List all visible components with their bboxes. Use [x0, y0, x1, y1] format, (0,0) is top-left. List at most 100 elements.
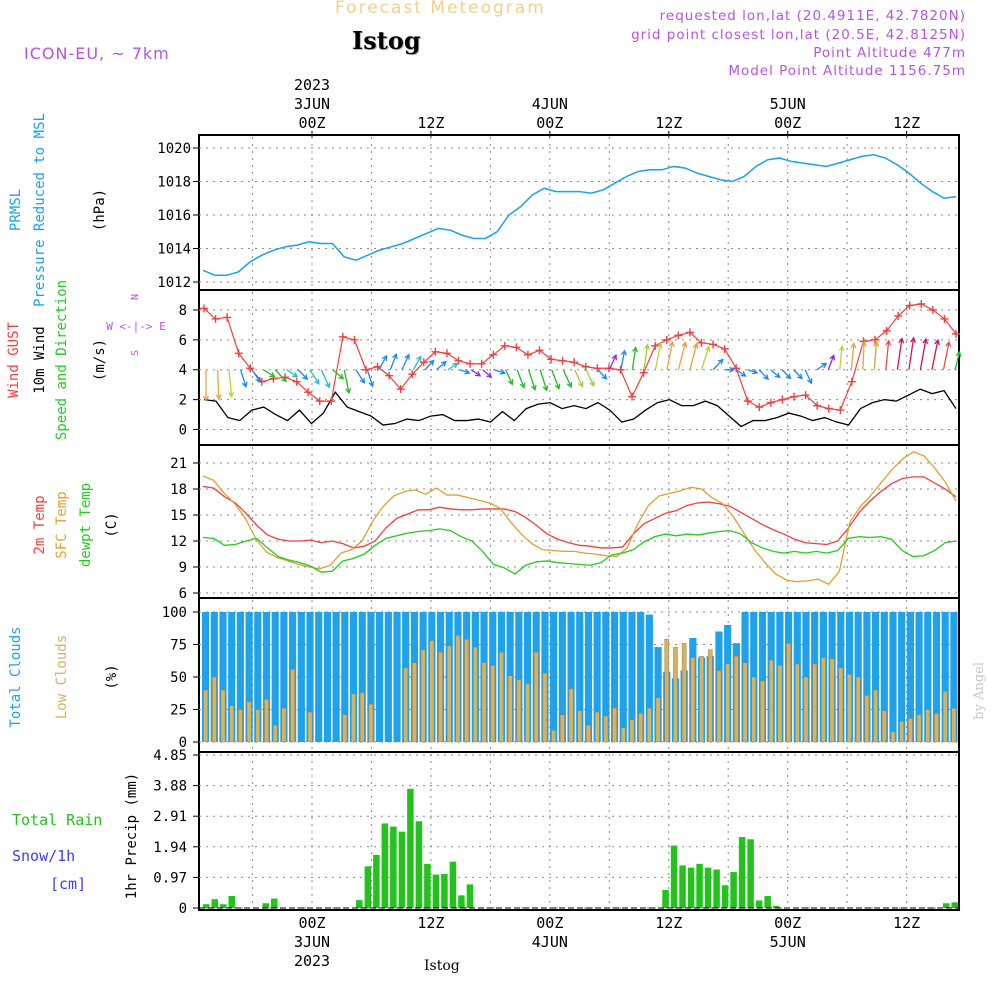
gust-marker: [628, 392, 637, 401]
total-cloud-bar: [558, 612, 566, 742]
low-cloud-bar: [212, 676, 217, 743]
low-cloud-bar: [760, 680, 765, 743]
ytick-label: 25: [170, 703, 187, 719]
wind-arrow-head: [530, 384, 537, 392]
bottom-time-label: 12Z: [417, 914, 444, 932]
ytick-label: 2.91: [153, 809, 187, 825]
wind-arrow-head: [368, 381, 375, 388]
wind-arrow: [816, 362, 828, 371]
wind-arrow-shaft: [389, 354, 397, 370]
low-cloud-bar: [881, 710, 887, 743]
gust-marker: [639, 368, 648, 377]
wind-arrow: [838, 344, 845, 370]
low-cloud-bar: [351, 693, 356, 743]
gust-marker: [847, 377, 856, 386]
wind-arrow-head: [821, 362, 828, 369]
total-cloud-bar: [332, 612, 340, 742]
rain-bar: [747, 839, 754, 908]
wind-arrow-head: [475, 371, 482, 377]
rain-bar: [696, 863, 703, 908]
wind-arrow: [931, 338, 940, 370]
total-cloud-bar: [593, 612, 601, 742]
gust-marker: [350, 335, 359, 344]
wind-arrow: [620, 349, 627, 370]
wind-arrow-head: [486, 372, 493, 379]
low-cloud-bar: [403, 667, 409, 743]
top-time-label: 00Z: [774, 114, 801, 132]
wind-arrow-shaft: [793, 369, 803, 379]
wind-arrow: [631, 346, 638, 370]
wind-arrow-head: [464, 368, 471, 375]
wind-arrow: [735, 369, 747, 377]
rain-bar: [951, 902, 958, 908]
wind-arrow-head: [692, 342, 699, 349]
wind-arrow: [332, 369, 345, 380]
total-cloud-bar: [645, 614, 653, 742]
wind-arrow-shaft: [516, 369, 525, 388]
dewpt-line: [202, 528, 957, 575]
compass-s: S: [130, 350, 141, 356]
wind-arrow-head: [785, 373, 792, 380]
wind-arrow-head: [774, 372, 781, 379]
wind-arrow-head: [922, 337, 929, 345]
gust-marker: [801, 391, 810, 400]
wind-arrow: [608, 354, 617, 371]
low-cloud-bar: [290, 669, 295, 743]
total-cloud-bar: [567, 612, 575, 742]
rain-bar: [449, 861, 457, 908]
wind-arrow-shaft: [436, 361, 447, 371]
wind-arrow-head: [203, 395, 209, 402]
gust-marker: [361, 365, 370, 374]
low-cloud-bar: [699, 656, 704, 743]
gust-marker: [790, 392, 799, 401]
gust-marker: [200, 304, 208, 313]
low-cloud-bar: [342, 714, 348, 743]
low-cloud-bar: [925, 709, 931, 743]
wind-arrow-shaft: [666, 341, 674, 370]
ytick-label: 3.88: [153, 779, 187, 795]
wind-arrow-shaft: [447, 362, 458, 371]
low-cloud-bar: [690, 657, 696, 743]
wind-arrow-head: [656, 342, 663, 349]
total-cloud-bar: [358, 612, 366, 742]
low-cloud-bar: [934, 713, 939, 743]
low-cloud-bar: [612, 708, 617, 743]
ytick-label: 0: [179, 735, 187, 751]
wind-arrow-shaft: [804, 369, 812, 384]
gust-marker: [489, 350, 498, 359]
wind-arrow-shaft: [505, 369, 513, 385]
wind-arrow-shaft: [770, 369, 781, 378]
wind-arrow: [919, 337, 929, 370]
rain-bar: [203, 904, 210, 908]
wind-ylabel: Wind GUST: [6, 322, 22, 398]
wind-arrow-shaft: [378, 355, 388, 371]
ytick-label: 1018: [157, 175, 191, 191]
wind-arrow: [942, 340, 952, 370]
low-cloud-bar: [516, 679, 522, 743]
total-cloud-bar: [602, 612, 610, 742]
wind-arrow: [643, 343, 650, 370]
rain-bar: [271, 898, 278, 908]
wind-arrow: [585, 369, 595, 388]
rain-bar: [432, 874, 440, 908]
wind-arrow-shaft: [908, 337, 915, 370]
cloud-ylabel: Low Clouds: [54, 635, 70, 719]
wind-arrow: [539, 369, 549, 392]
pressure-series: 1012 1014 1016 1018 1020 PRMSL Pressure Reduce…: [8, 113, 959, 307]
wind-arrow-shaft: [332, 369, 344, 380]
total-cloud-bar: [280, 612, 288, 742]
wind-arrow-head: [381, 354, 388, 361]
wind-arrow: [436, 360, 447, 371]
wind-arrow-head: [945, 340, 952, 348]
wind-arrow: [251, 369, 261, 384]
wind-arrow-shaft: [689, 343, 698, 370]
total-cloud-bar: [236, 612, 245, 742]
wind-arrow: [528, 369, 537, 392]
gust-marker: [315, 397, 324, 406]
wind-arrow-shaft: [896, 338, 903, 370]
low-cloud-bar: [525, 683, 530, 743]
total-cloud-bar: [637, 612, 645, 742]
ytick-label: 0.97: [153, 870, 187, 886]
point-altitude: Point Altitude 477m: [813, 45, 966, 61]
